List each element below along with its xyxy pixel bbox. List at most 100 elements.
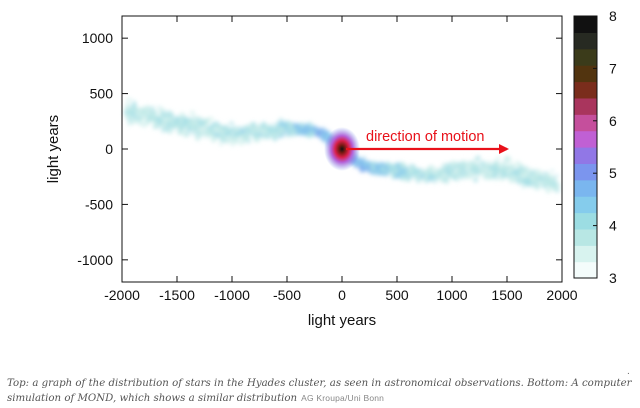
x-tick-label: 1000 <box>436 287 467 303</box>
x-axis-label: light years <box>308 312 376 329</box>
density-point <box>503 168 507 172</box>
density-point <box>143 115 148 120</box>
x-tick-label: 2000 <box>546 287 577 303</box>
density-point <box>363 161 368 166</box>
density-point <box>488 165 490 167</box>
density-point <box>230 121 234 125</box>
density-point <box>300 126 302 128</box>
density-point <box>219 143 222 146</box>
density-point <box>470 164 475 169</box>
density-point <box>274 127 280 133</box>
colorbar-swatch <box>574 229 597 246</box>
colorbar-swatch <box>574 16 597 33</box>
density-point <box>543 185 546 188</box>
density-point <box>209 135 212 138</box>
density-point <box>198 130 200 132</box>
density-point <box>555 188 558 191</box>
colorbar-swatch <box>574 131 597 148</box>
density-point <box>272 133 276 137</box>
density-point <box>545 188 551 194</box>
density-point <box>291 132 296 137</box>
density-point <box>433 180 437 184</box>
density-point <box>295 127 297 129</box>
density-point <box>285 129 288 132</box>
density-point <box>225 130 231 136</box>
density-point <box>127 98 131 102</box>
density-point <box>139 118 144 123</box>
colorbar-swatch <box>574 262 597 279</box>
y-tick-label: -1000 <box>77 252 113 268</box>
density-point <box>442 163 447 168</box>
density-point <box>134 118 139 123</box>
density-point <box>201 129 205 133</box>
density-point <box>551 169 554 172</box>
density-point <box>405 177 411 183</box>
density-point <box>183 119 188 124</box>
density-point <box>127 118 131 122</box>
density-point <box>497 156 500 159</box>
density-point <box>529 172 533 176</box>
density-point <box>152 119 157 124</box>
density-point <box>132 100 136 104</box>
density-point <box>211 137 217 143</box>
density-point <box>539 176 544 181</box>
density-point <box>493 173 498 178</box>
density-point <box>463 162 466 165</box>
density-point <box>477 163 480 166</box>
hyades-density-chart: -2000 -1500 -1000 -500 0 500 1000 1500 2000 -1000… <box>0 0 640 370</box>
density-point <box>389 169 392 172</box>
density-point <box>224 138 229 143</box>
density-point <box>184 134 187 137</box>
density-point <box>392 163 396 167</box>
density-point <box>359 166 364 171</box>
density-point <box>513 170 519 176</box>
density-point <box>302 127 304 129</box>
density-point <box>464 174 469 179</box>
density-point <box>408 168 412 172</box>
density-point <box>133 109 135 111</box>
density-point <box>309 132 314 137</box>
density-point <box>158 107 162 111</box>
density-point <box>469 168 472 171</box>
density-point <box>425 180 428 183</box>
density-point <box>473 169 476 172</box>
colorbar-swatch <box>574 196 597 213</box>
density-point <box>511 176 514 179</box>
colorbar-swatch <box>574 98 597 115</box>
density-point <box>164 127 168 131</box>
colorbar-swatch <box>574 245 597 262</box>
density-point <box>363 156 366 159</box>
density-point <box>178 132 181 135</box>
density-point <box>381 166 385 170</box>
density-point <box>287 132 291 136</box>
density-point <box>169 130 172 133</box>
density-point <box>508 175 511 178</box>
density-point <box>293 123 297 127</box>
density-point <box>173 124 176 127</box>
colorbar-tick-label: 6 <box>609 113 617 129</box>
density-point <box>159 116 163 120</box>
density-point <box>253 133 258 138</box>
density-point <box>493 160 499 166</box>
colorbar-swatch <box>574 65 597 82</box>
colorbar-swatch <box>574 147 597 164</box>
density-point <box>510 180 514 184</box>
y-tick-label: 0 <box>105 141 113 157</box>
density-point <box>307 128 311 132</box>
density-point <box>153 125 157 129</box>
density-point <box>151 106 154 109</box>
y-axis-label: light years <box>45 115 62 183</box>
density-point <box>416 172 419 175</box>
density-point <box>146 106 150 110</box>
density-point <box>214 121 220 127</box>
density-point <box>163 121 166 124</box>
density-point <box>479 170 484 175</box>
density-point <box>474 158 477 161</box>
colorbar-swatch <box>574 114 597 131</box>
density-point <box>252 127 258 133</box>
density-point <box>500 177 504 181</box>
density-point <box>459 165 465 171</box>
density-point <box>413 176 417 180</box>
density-point <box>191 131 195 135</box>
density-point <box>474 178 478 182</box>
